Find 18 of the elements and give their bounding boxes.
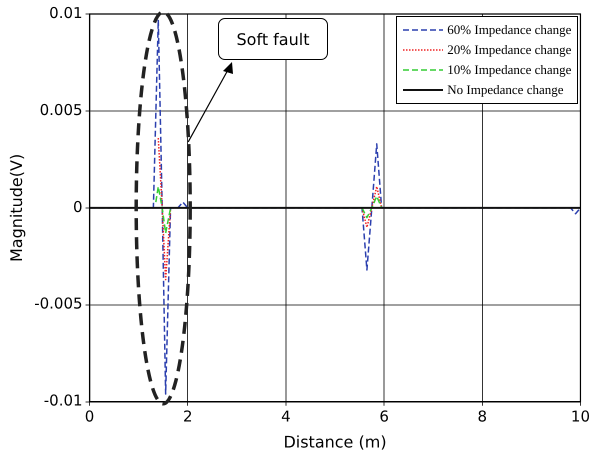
x-tick-label: 2 [182, 408, 193, 426]
x-tick-label: 4 [281, 408, 291, 426]
x-tick-label: 6 [379, 408, 389, 426]
annotation: Soft fault [218, 18, 328, 60]
y-tick-label: 0.01 [49, 4, 83, 22]
x-tick-label: 10 [570, 408, 590, 426]
legend-label: 20% Impedance change [447, 42, 572, 58]
y-tick-label: -0.005 [34, 294, 83, 313]
y-tick-label: 0 [73, 198, 83, 216]
legend-label: 10% Impedance change [447, 62, 572, 78]
x-tick-label: 0 [84, 408, 94, 426]
y-tick-label: -0.01 [44, 392, 83, 410]
x-tick-label: 8 [478, 408, 488, 426]
x-axis-title: Distance (m) [283, 432, 387, 452]
y-axis-title: Magnitude(V) [6, 154, 26, 262]
legend-label: No Impedance change [447, 82, 564, 98]
legend-label: 60% Impedance change [447, 22, 572, 38]
y-tick-label: 0.005 [40, 100, 83, 119]
